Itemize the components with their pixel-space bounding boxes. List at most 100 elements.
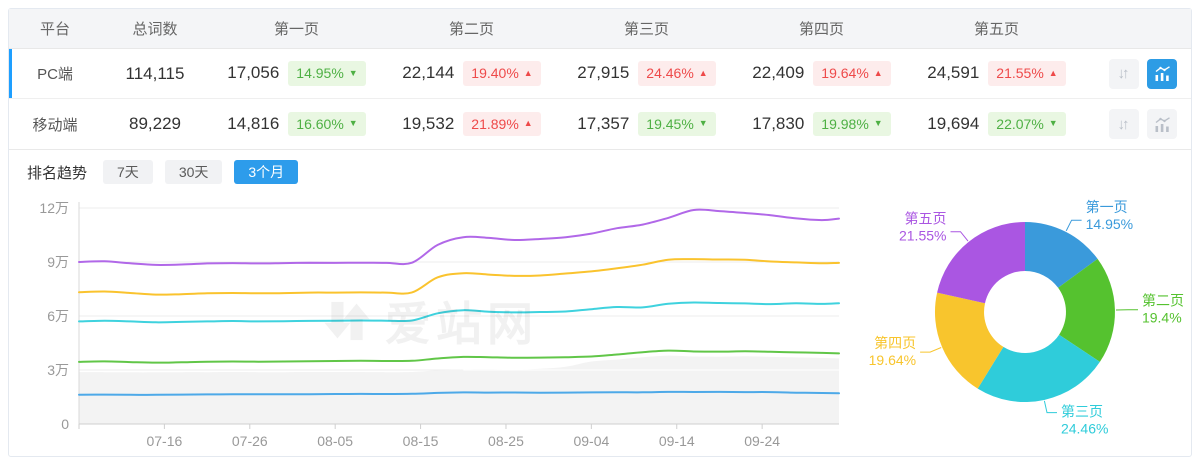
x-axis-label: 07-26 <box>232 433 268 449</box>
col-header-page4: 第四页 <box>798 21 844 38</box>
donut-slice-第二页[interactable] <box>1058 258 1115 362</box>
sort-icon-button[interactable]: ↓↑ <box>1109 58 1139 89</box>
col-header-page5: 第五页 <box>973 21 1019 38</box>
pct-change-badge: 22.07% ▼ <box>988 111 1066 137</box>
series-line-第四页[interactable] <box>78 258 840 296</box>
table-row-移动端[interactable]: 移动端 89,229 14,816 16.60% ▼ 19,532 21.89% ▲ 17,35… <box>9 99 1191 149</box>
pct-change-value: 21.89% <box>471 115 519 132</box>
donut-slice-第一页[interactable] <box>1025 222 1098 288</box>
pct-change-badge: 19.64% ▲ <box>813 61 891 86</box>
series-line-第二页[interactable] <box>78 349 840 364</box>
page-cell: 22,409 19.64% ▲ <box>734 61 909 86</box>
page-count: 22,144 <box>402 63 455 83</box>
page-cell: 17,056 14.95% ▼ <box>209 61 384 86</box>
sort-icon-button[interactable]: ↓↑ <box>1109 109 1139 139</box>
trend-chart-icon <box>1155 66 1170 81</box>
up-arrow-icon: ▲ <box>523 118 533 129</box>
pct-change-value: 19.40% <box>471 65 519 82</box>
page-count: 24,591 <box>927 63 980 83</box>
pct-change-value: 22.07% <box>996 115 1044 132</box>
donut-label-pct: 19.64% <box>869 352 916 368</box>
col-header-page3: 第三页 <box>623 21 669 38</box>
up-arrow-icon: ▲ <box>1048 67 1058 78</box>
donut-label-pct: 21.55% <box>899 228 946 244</box>
platform-label: 移动端 <box>32 116 78 134</box>
series-line-第三页[interactable] <box>78 301 840 324</box>
tab-7天[interactable]: 7天 <box>103 160 153 184</box>
donut-label-pct: 14.95% <box>1086 216 1133 232</box>
page-cell: 19,694 22.07% ▼ <box>909 111 1084 137</box>
pct-change-badge: 19.40% ▲ <box>463 61 541 86</box>
total-words-value: 89,229 <box>129 114 181 133</box>
donut-slice-第五页[interactable] <box>937 222 1025 304</box>
donut-slice-第三页[interactable] <box>977 334 1100 403</box>
x-axis-label: 09-14 <box>659 433 695 449</box>
up-arrow-icon: ▲ <box>698 67 708 78</box>
donut-label-name: 第三页 <box>1061 404 1103 420</box>
trend-line-chart[interactable]: 07-16 07-26 08-05 08-15 08-25 09-04 09-14 09-24… <box>9 190 865 452</box>
down-arrow-icon: ▼ <box>698 118 708 129</box>
table-header: 平台 总词数 第一页 第二页 第三页 第四页 第五页 <box>9 9 1191 49</box>
pct-change-badge: 21.55% ▲ <box>988 61 1066 86</box>
donut-label-name: 第二页 <box>1142 293 1184 309</box>
col-header-total-words: 总词数 <box>132 21 178 38</box>
series-line-第一页[interactable] <box>78 390 840 396</box>
trend-title: 排名趋势 <box>27 164 88 182</box>
donut-label-line <box>920 347 942 353</box>
tab-3个月[interactable]: 3个月 <box>234 160 299 184</box>
x-axis-label: 08-15 <box>403 433 439 449</box>
x-axis-label: 09-24 <box>744 433 780 449</box>
page-cell: 17,830 19.98% ▼ <box>734 111 909 137</box>
trend-section: 排名趋势 7天 30天 3个月 07-16 07-26 08-05 08-15 08-25 0… <box>9 149 1191 452</box>
up-arrow-icon: ▲ <box>523 67 533 78</box>
table-row-PC端[interactable]: PC端 114,115 17,056 14.95% ▼ 22,144 19.40% ▲ 27,9… <box>9 49 1191 99</box>
trend-chart-icon <box>1155 116 1170 132</box>
trend-chart-icon-button[interactable] <box>1147 58 1177 89</box>
down-arrow-icon: ▼ <box>873 118 883 129</box>
series-line-第五页[interactable] <box>78 208 840 266</box>
pct-change-value: 19.64% <box>821 65 869 82</box>
tab-30天[interactable]: 30天 <box>164 160 223 184</box>
charts-area: 07-16 07-26 08-05 08-15 08-25 09-04 09-14 09-24… <box>9 190 1191 452</box>
page-cell: 19,532 21.89% ▲ <box>384 111 559 137</box>
x-axis-label: 08-25 <box>488 433 524 449</box>
y-axis-label: 6万 <box>47 308 69 324</box>
page-count: 22,409 <box>752 63 805 83</box>
col-header-page2: 第二页 <box>448 21 494 38</box>
pct-change-badge: 19.45% ▼ <box>638 111 716 137</box>
page-cell: 27,915 24.46% ▲ <box>559 61 734 86</box>
donut-slice-第四页[interactable] <box>934 292 1004 389</box>
page-cell: 17,357 19.45% ▼ <box>559 111 734 137</box>
down-arrow-icon: ▼ <box>348 67 358 78</box>
row-actions: ↓↑ <box>1084 58 1191 89</box>
platform-label: PC端 <box>37 66 73 83</box>
donut-label-line <box>950 231 969 242</box>
x-axis-label: 07-16 <box>146 433 182 449</box>
x-axis-label: 09-04 <box>573 433 609 449</box>
donut-label-pct: 19.4% <box>1142 310 1182 326</box>
total-words-value: 114,115 <box>125 63 185 83</box>
page-count: 17,357 <box>577 113 630 133</box>
pct-change-badge: 16.60% ▼ <box>288 111 366 137</box>
page-count: 19,532 <box>402 113 455 133</box>
trend-toolbar: 排名趋势 7天 30天 3个月 <box>9 150 1191 186</box>
pct-change-value: 16.60% <box>296 115 344 132</box>
trend-chart-icon-button[interactable] <box>1147 109 1177 139</box>
row-actions: ↓↑ <box>1084 109 1191 139</box>
donut-label-pct: 24.46% <box>1061 421 1108 437</box>
pct-change-value: 19.45% <box>646 115 694 132</box>
pct-change-badge: 14.95% ▼ <box>288 61 366 86</box>
trend-range-tabs: 7天 30天 3个月 <box>91 160 299 184</box>
pct-change-badge: 21.89% ▲ <box>463 111 541 137</box>
pct-change-badge: 24.46% ▲ <box>638 61 716 86</box>
trend-line-chart-wrap: 07-16 07-26 08-05 08-15 08-25 09-04 09-14 09-24… <box>9 190 865 452</box>
page-count: 17,830 <box>752 113 805 133</box>
y-axis-label: 12万 <box>39 200 69 216</box>
y-axis-label: 0 <box>61 416 69 432</box>
page-count: 19,694 <box>927 113 980 133</box>
page-count: 17,056 <box>227 63 280 83</box>
y-axis-label: 3万 <box>47 362 69 378</box>
down-arrow-icon: ▼ <box>1048 118 1058 129</box>
donut-label-name: 第五页 <box>904 211 946 227</box>
